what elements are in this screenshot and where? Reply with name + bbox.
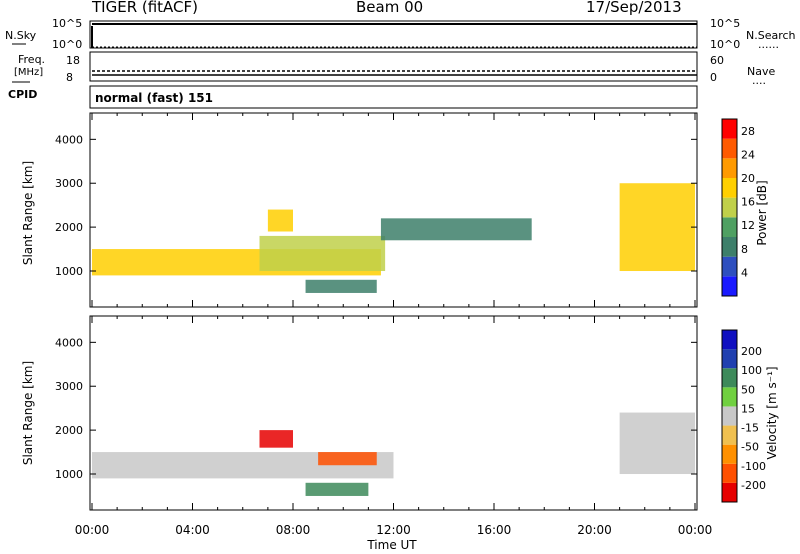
p2-ytick-label-1: 2000 [55,424,83,437]
p2-colorbar-tick-2: 50 [741,383,755,396]
p1-ytick-label-2: 3000 [55,177,83,190]
freq-tick-bottom: 8 [66,71,73,84]
plot-title-date: 17/Sep/2013 [586,0,682,16]
p2-region-1 [259,430,293,448]
p1-colorbar-frame [721,118,738,297]
p1-region-3 [305,279,377,293]
p2-region-2 [318,452,377,466]
velocity-xlabel: Time UT [366,538,417,552]
p1-colorbar-tick-0: 4 [741,266,748,279]
p2-colorbar-tick-3: 15 [741,402,755,415]
p1-colorbar-segment-7 [722,138,737,159]
p2-colorbar-segment-2 [722,444,737,464]
p2-colorbar-tick-1: 100 [741,364,762,377]
p2-colorbar-segment-6 [722,368,737,388]
p2-region-3 [305,482,369,496]
p1-ytick-label-3: 4000 [55,133,83,146]
nsearch-dots: ...... [758,38,779,51]
p2-ytick-label-2: 3000 [55,380,83,393]
plot-title-radar: TIGER (fitACF) [92,0,199,16]
nave-label: Nave [747,65,775,78]
plot-title-beam: Beam 00 [356,0,424,16]
velocity-panel: 1000 2000 3000 4000 00:00 04:00 08:00 12:00 16:… [21,315,713,537]
nsky-tick-bottom: 10^0 [52,38,82,51]
velocity-colorbar: 200 100 50 15 -15 -50 -100 -200 [721,329,766,503]
nsky-label: N.Sky [5,29,37,42]
p1-region-5 [619,183,695,272]
velocity-colorbar-label: Velocity [m s⁻¹] [765,366,779,459]
p2-colorbar-tick-0: 200 [741,345,762,358]
p1-ytick-label-1: 2000 [55,221,83,234]
freq-tick-top: 18 [66,54,80,67]
p1-colorbar-segment-1 [722,256,737,277]
p1-region-2 [267,209,293,232]
p2-colorbar-tick-5: -50 [741,441,759,454]
p1-colorbar-segment-4 [722,197,737,218]
p2-colorbar-segment-0 [722,482,737,502]
p2-colorbar-segment-3 [722,425,737,445]
cpid-text: normal (fast) 151 [95,91,213,105]
p2-colorbar-segment-4 [722,406,737,426]
p1-colorbar-segment-8 [722,119,737,139]
power-panel: 1000 2000 3000 4000 Slant Range [km] [21,112,698,308]
nave-dots: .... [752,74,766,87]
p1-colorbar-tick-6: 28 [741,125,755,138]
power-ylabel: Slant Range [km] [21,161,35,265]
p1-region-4 [380,218,532,241]
nave-tick-bottom: 0 [710,71,717,84]
p2-colorbar-segment-8 [722,330,737,350]
nsearch-tick-bottom: 10^0 [710,38,740,51]
p1-colorbar-tick-3: 16 [741,196,755,209]
p2-xtick-label-4: 16:00 [477,523,512,537]
p2-colorbar-segment-7 [722,349,737,369]
p1-ytick-label-0: 1000 [55,265,83,278]
velocity-ylabel: Slant Range [km] [21,361,35,465]
p2-colorbar-segment-1 [722,463,737,483]
p2-xtick-label-1: 04:00 [175,523,210,537]
p1-colorbar-segment-6 [722,158,737,178]
p2-colorbar-segment-5 [722,387,737,407]
nsearch-tick-top: 10^5 [710,17,740,30]
p2-xtick-label-0: 00:00 [75,523,110,537]
p1-colorbar-tick-5: 24 [741,148,755,161]
nsearch-label: N.Search [746,29,796,42]
p2-colorbar-tick-7: -200 [741,479,766,492]
p2-xtick-label-3: 12:00 [376,523,411,537]
p2-ytick-label-3: 4000 [55,336,83,349]
p2-colorbar-tick-4: -15 [741,422,759,435]
p2-region-4 [619,412,695,475]
cpid-label: CPID [8,88,37,101]
p2-colorbar-frame [721,329,738,503]
freq-label: Freq. [18,53,45,66]
p2-xtick-label-2: 08:00 [276,523,311,537]
p2-ytick-label-0: 1000 [55,468,83,481]
freq-unit: [MHz] [14,67,43,78]
p2-colorbar-tick-6: -100 [741,460,766,473]
p1-colorbar-segment-3 [722,217,737,237]
power-colorbar: 4 8 12 16 20 24 28 [721,118,755,297]
power-colorbar-label: Power [dB] [755,180,769,245]
p1-colorbar-tick-4: 20 [741,172,755,185]
p1-colorbar-tick-2: 12 [741,219,755,232]
p1-colorbar-segment-5 [722,178,737,198]
p2-xtick-label-6: 00:00 [678,523,713,537]
nave-tick-top: 60 [710,54,724,67]
p1-colorbar-segment-2 [722,237,737,257]
p1-region-1 [259,235,386,272]
nsky-tick-top: 10^5 [52,17,82,30]
p1-colorbar-tick-1: 8 [741,243,748,256]
p2-xtick-label-5: 20:00 [577,523,612,537]
p1-colorbar-segment-0 [722,276,737,296]
